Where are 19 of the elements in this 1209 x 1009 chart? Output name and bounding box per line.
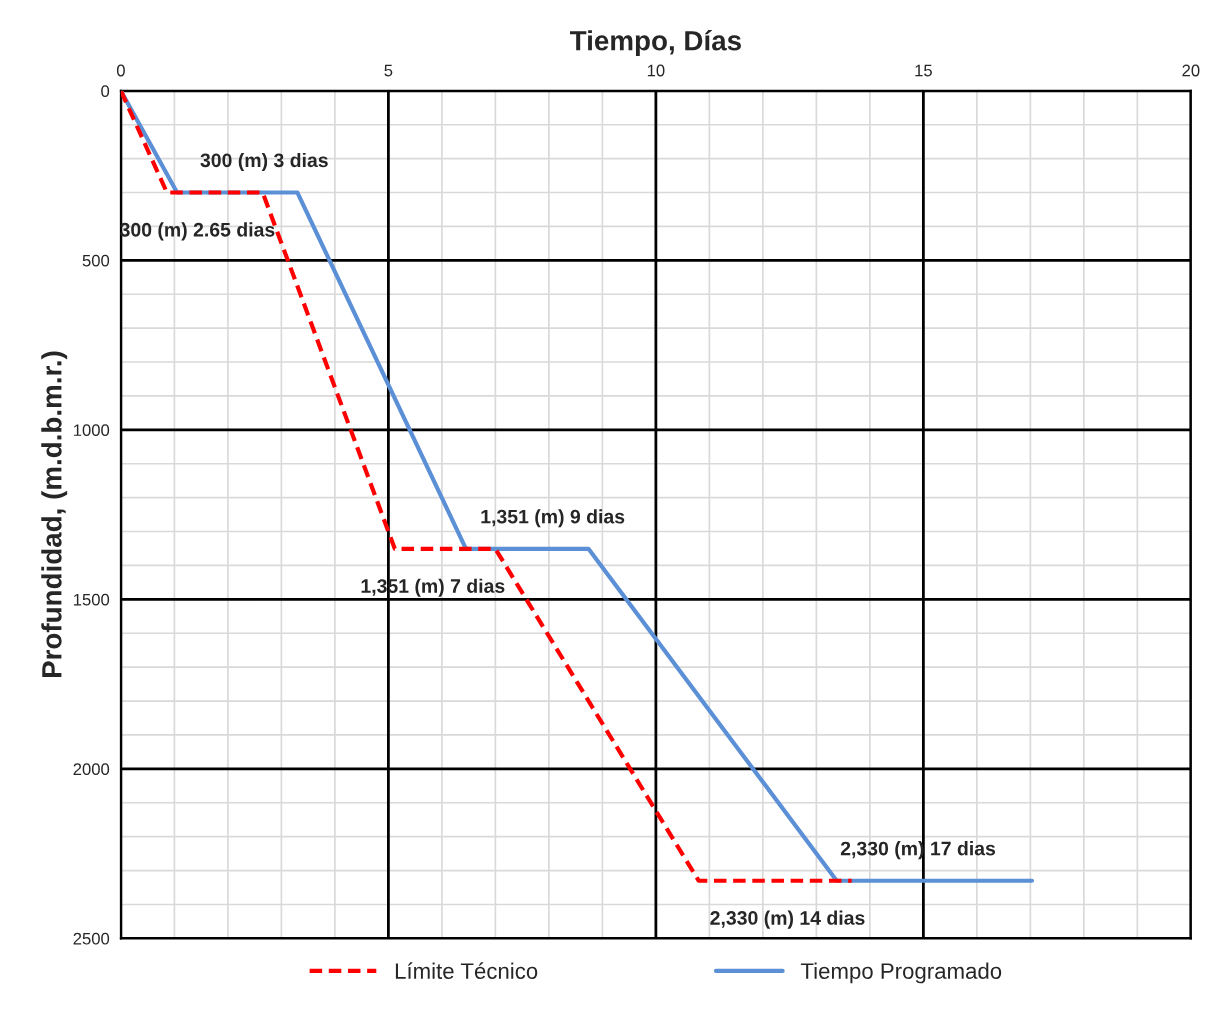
y-tick-label: 0	[101, 85, 110, 98]
y-axis-title: Profundidad, (m.d.b.m.r.)	[41, 351, 68, 678]
annotation: 2,330 (m) 14 dias	[710, 910, 865, 929]
legend-label: Límite Técnico	[395, 962, 538, 979]
x-tick-label: 5	[384, 64, 393, 77]
x-tick-label: 10	[647, 64, 665, 77]
line-series	[120, 90, 1035, 883]
y-tick-label: 2500	[73, 932, 110, 945]
x-axis-title: Tiempo, Días	[570, 29, 741, 57]
annotation: 300 (m) 3 dias	[200, 152, 328, 172]
x-tick-label: 0	[116, 64, 125, 77]
legend-label: Tiempo Programado	[800, 962, 1002, 984]
y-tick-label: 1500	[73, 593, 110, 606]
x-tick-label: 20	[1182, 64, 1200, 77]
y-tick-label: 1000	[73, 424, 110, 437]
y-tick-label: 500	[82, 254, 110, 267]
x-tick-label: 15	[915, 64, 932, 77]
annotation: 1,351 (m) 9 dias	[481, 509, 625, 528]
y-tick-label: 2000	[73, 763, 110, 776]
